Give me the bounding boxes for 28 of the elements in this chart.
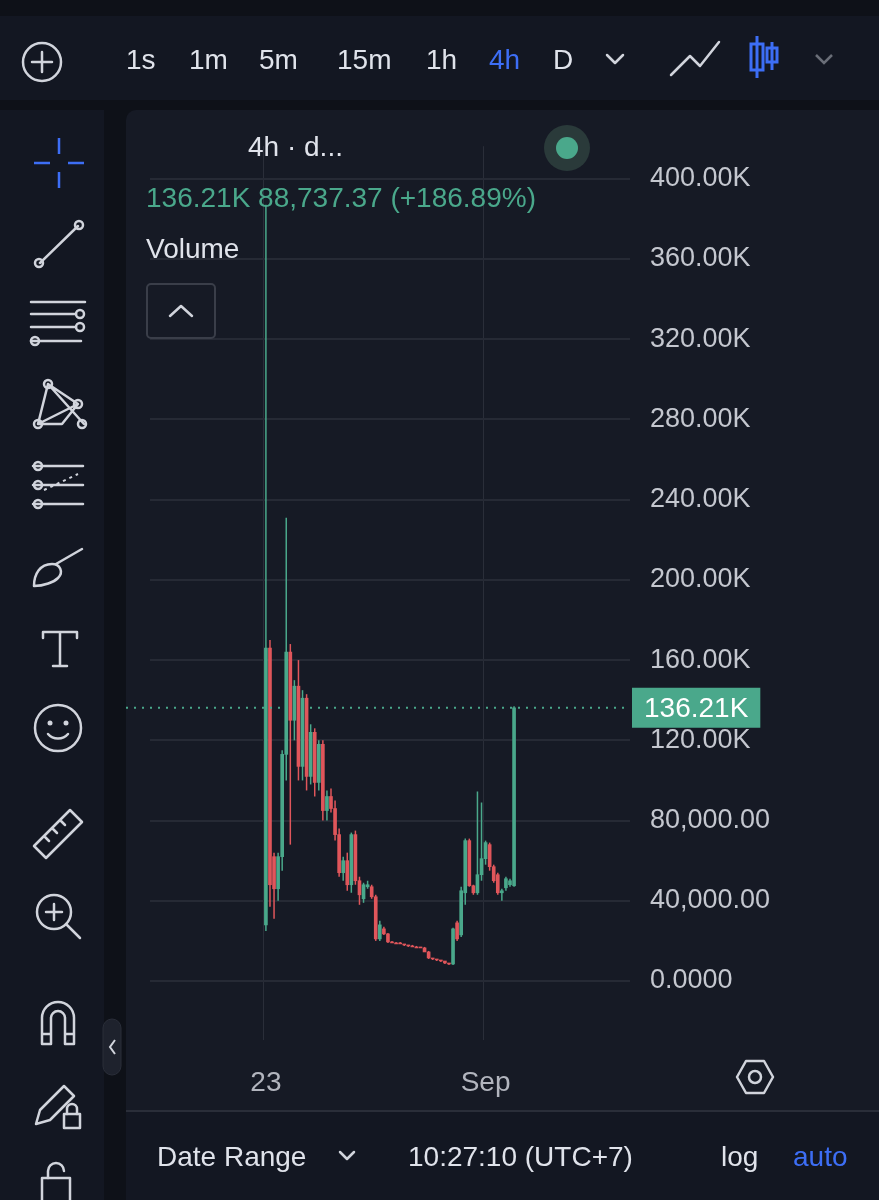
- text: Date Range: [157, 1140, 307, 1174]
- text: log: [721, 1140, 759, 1174]
- text: 4h: [489, 43, 521, 77]
- y-tick-label: 160.00K: [650, 643, 751, 674]
- text: 1s: [126, 43, 156, 77]
- y-tick-label: 0.0000: [650, 964, 733, 995]
- y-tick-label: 80,000.00: [650, 804, 771, 835]
- text: D: [553, 43, 574, 77]
- text: 5m: [259, 43, 298, 77]
- text: 1m: [189, 43, 228, 77]
- y-tick-label: 320.00K: [650, 322, 751, 353]
- y-tick-label: 280.00K: [650, 402, 751, 433]
- y-tick-label: 120.00K: [650, 723, 751, 754]
- y-tick-label: 240.00K: [650, 483, 751, 514]
- annotation: 136.21K 88,737.37 (+186.89%): [146, 181, 536, 215]
- x-tick-label: 23: [250, 1065, 282, 1097]
- x-tick-label: Sep: [460, 1065, 511, 1097]
- y-tick-label: 400.00K: [650, 162, 751, 193]
- y-tick-label: 360.00K: [650, 242, 751, 273]
- text: 15m: [337, 43, 392, 77]
- text: 1h: [426, 43, 458, 77]
- annotation: 4h · d...: [248, 130, 343, 164]
- annotation: Volume: [146, 232, 240, 266]
- text: 10:27:10 (UTC+7): [408, 1140, 633, 1174]
- text: auto: [793, 1140, 848, 1174]
- y-tick-label: 40,000.00: [650, 884, 771, 915]
- ref-line-label: 136.21K: [644, 691, 749, 723]
- y-tick-label: 200.00K: [650, 563, 751, 594]
